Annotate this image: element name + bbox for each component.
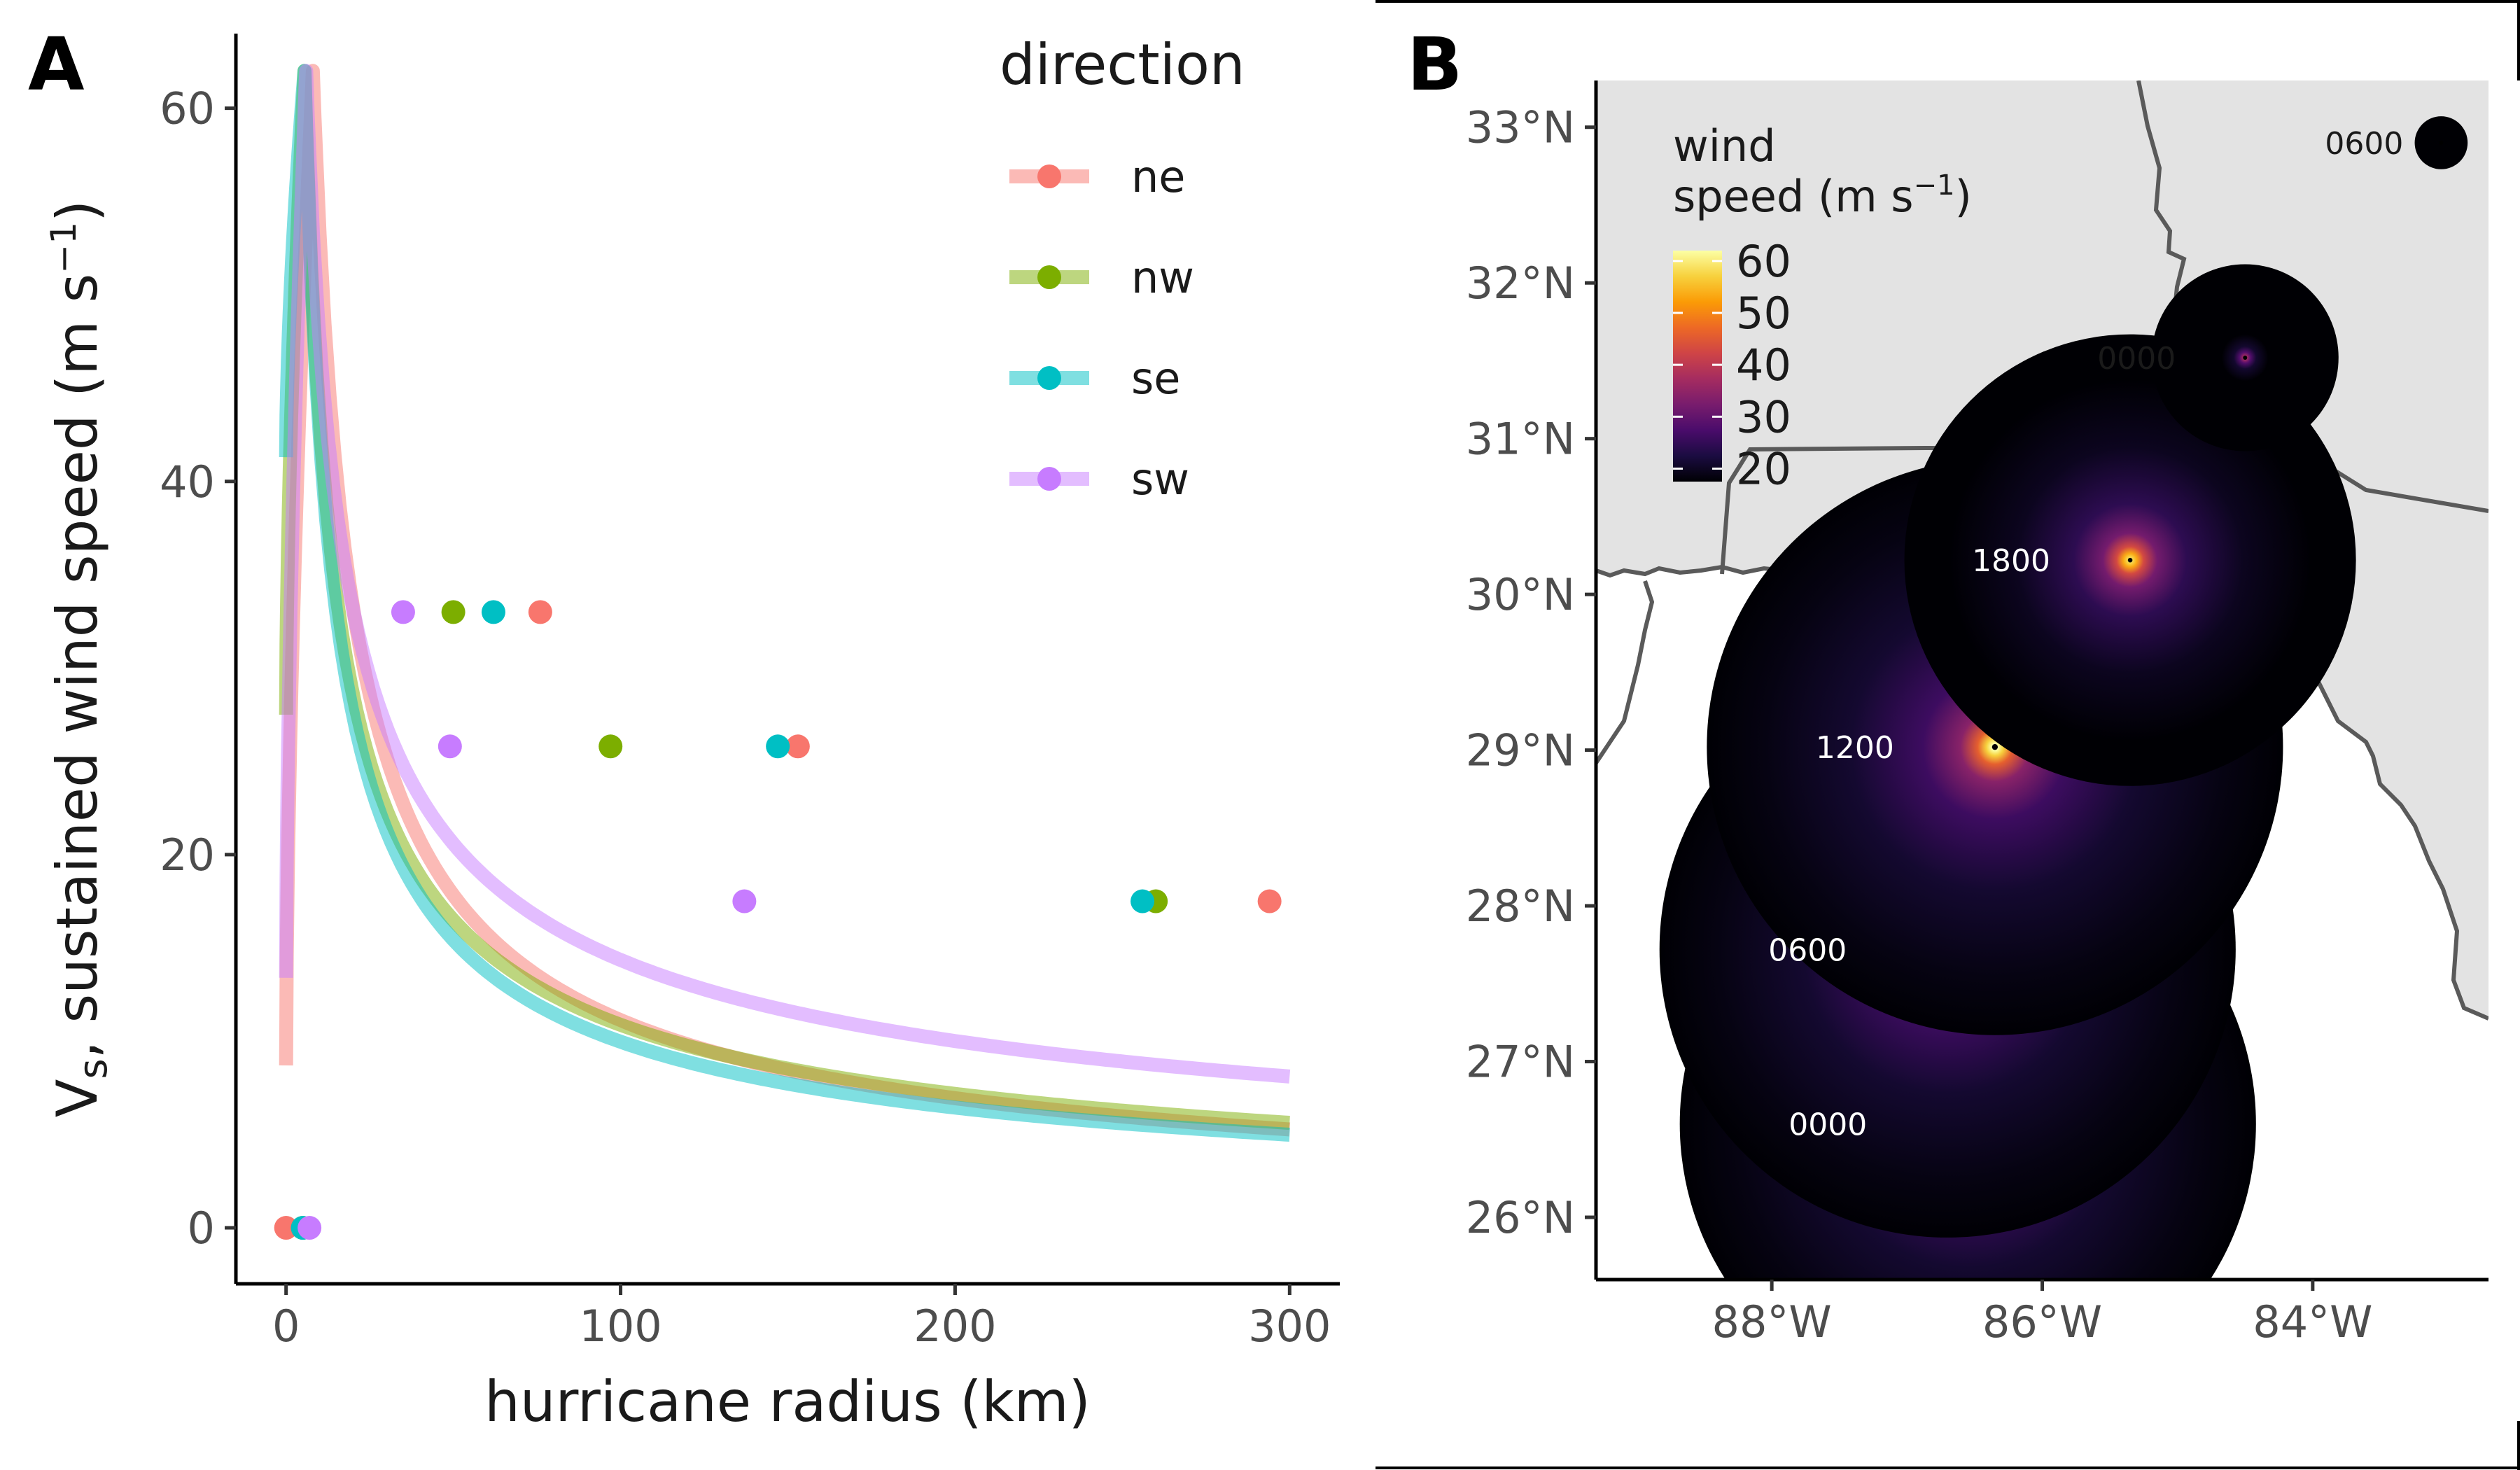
point-sw-1: [391, 600, 415, 624]
storm-eye-1800: [2127, 557, 2133, 563]
legend-label-sw: sw: [1131, 454, 1189, 505]
point-sw-3: [732, 889, 757, 913]
panel-a-points: [274, 600, 1282, 1240]
cb-title-sup: −1: [1914, 169, 1955, 202]
lat-tick-label: 31°N: [1466, 414, 1575, 465]
panel-b-tag: B: [1407, 22, 1462, 107]
point-se-1: [481, 600, 505, 624]
colorbar-ramp: [1673, 251, 1722, 482]
legend-key-dot-sw: [1037, 467, 1061, 491]
legend-title: direction: [1000, 32, 1245, 97]
lat-tick-label: 28°N: [1466, 881, 1575, 932]
x-tick-label: 100: [579, 1301, 662, 1352]
point-ne-0: [274, 1216, 298, 1240]
curve-nw: [279, 64, 1292, 1130]
colorbar-title-line2: speed (m s−1): [1673, 169, 1972, 222]
storm-eye-0000: [2243, 355, 2248, 360]
lat-tick-label: 33°N: [1466, 102, 1575, 153]
y-title-v: V: [45, 1079, 110, 1117]
panel-a: A 0 100 200 300 0 20 40 60 hurricane radius (km…: [28, 22, 1340, 1434]
panel-a-x-axis-title: hurricane radius (km): [484, 1369, 1091, 1434]
track-label-0: 0000: [1788, 1107, 1867, 1143]
colorbar-tick-label: 30: [1736, 391, 1791, 442]
y-title-sub: s: [71, 1058, 116, 1079]
point-sw-2: [438, 734, 462, 759]
legend-key-dot-ne: [1037, 164, 1061, 188]
curve-sw: [279, 64, 1294, 1084]
curve-se: [279, 64, 1292, 1142]
point-se-2: [766, 734, 790, 759]
colorbar-tick-label: 40: [1736, 340, 1791, 391]
lat-tick-label: 26°N: [1466, 1192, 1575, 1243]
wind-swath: [1659, 116, 2468, 1280]
y-title-end: ): [45, 200, 110, 222]
legend: direction ne nw se sw: [1000, 32, 1245, 505]
point-nw-2: [598, 734, 623, 759]
point-se-3: [1130, 889, 1155, 913]
legend-label-ne: ne: [1131, 151, 1185, 202]
point-sw-0: [298, 1216, 322, 1240]
legend-items: ne nw se sw: [1009, 151, 1194, 505]
y-tick-label: 40: [160, 456, 215, 507]
panel-a-ticks: 0 100 200 300 0 20 40 60: [160, 83, 1331, 1352]
lon-tick-label: 86°W: [1982, 1296, 2102, 1348]
cb-title-end: ): [1955, 171, 1972, 222]
legend-key-dot-nw: [1037, 265, 1061, 289]
point-ne-1: [528, 600, 552, 624]
x-tick-label: 300: [1248, 1301, 1331, 1352]
point-nw-1: [441, 600, 465, 624]
storm-eye-0600: [2439, 140, 2444, 145]
point-ne-2: [785, 734, 810, 759]
panel-a-y-axis-title: Vs, sustained wind speed (m s−1): [43, 200, 116, 1117]
y-tick-label: 60: [160, 83, 215, 134]
lat-tick-label: 29°N: [1466, 725, 1575, 776]
panel-b-ticks: 88°W 86°W 84°W 26°N 27°N 28°N 29°N 30°N 31°N 32°N…: [1466, 102, 2373, 1348]
panel-a-curves: [279, 64, 1295, 1142]
curve-ne: [279, 64, 1295, 1137]
colorbar-title-line1: wind: [1673, 120, 1776, 172]
y-tick-label: 0: [188, 1203, 215, 1254]
lon-tick-label: 88°W: [1712, 1296, 1832, 1348]
legend-label-nw: nw: [1131, 252, 1194, 303]
y-title-rest: , sustained wind speed (m s: [45, 274, 110, 1059]
track-label-3: 1800: [1972, 543, 2050, 579]
state-border-west: [1596, 580, 1655, 764]
legend-key-dot-se: [1037, 366, 1061, 390]
track-label-2: 1200: [1816, 730, 1894, 766]
x-tick-label: 0: [272, 1301, 300, 1352]
track-time-labels: 0000 0600 1200 1800 0000 0600: [1768, 126, 2403, 1143]
track-label-5: 0600: [2325, 126, 2403, 162]
track-label-1: 0600: [1768, 932, 1847, 968]
lat-tick-label: 30°N: [1466, 569, 1575, 620]
lat-tick-label: 32°N: [1466, 258, 1575, 309]
colorbar-tick-label: 50: [1736, 288, 1791, 339]
panel-b: B 0000 0600 1200 1800 0000 0600 88°W 86°W 84°W 2…: [1376, 0, 2520, 1470]
panel-a-tag: A: [28, 22, 85, 107]
lon-tick-label: 84°W: [2253, 1296, 2372, 1348]
x-tick-label: 200: [913, 1301, 996, 1352]
y-title-sup: −1: [43, 222, 84, 274]
y-tick-label: 20: [160, 830, 215, 881]
point-ne-3: [1257, 889, 1282, 913]
colorbar-tick-label: 60: [1736, 236, 1791, 287]
lat-tick-label: 27°N: [1466, 1037, 1575, 1088]
legend-label-se: se: [1131, 353, 1180, 404]
track-label-4: 0000: [2097, 341, 2176, 377]
storm-eye-1200: [1991, 744, 1998, 750]
cb-title-main: speed (m s: [1673, 171, 1914, 222]
colorbar-tick-label: 20: [1736, 443, 1791, 494]
